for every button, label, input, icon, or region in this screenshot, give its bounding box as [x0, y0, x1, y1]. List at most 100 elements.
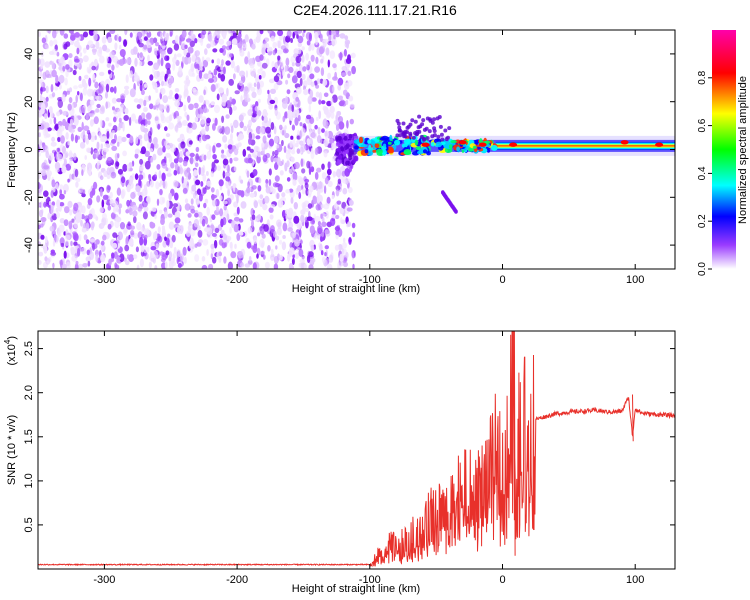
- noise-speck: [179, 164, 183, 174]
- noise-speck: [114, 219, 120, 229]
- noise-speck: [79, 52, 83, 57]
- colorbar-tick-label: 0.6: [697, 118, 708, 132]
- noise-speck: [44, 122, 50, 129]
- noise-speck: [211, 59, 214, 64]
- noise-speck: [38, 139, 43, 149]
- noise-speck: [137, 39, 141, 45]
- noise-speck: [81, 214, 85, 220]
- lobe-speck: [439, 132, 444, 137]
- noise-speck: [191, 122, 198, 130]
- noise-speck: [83, 47, 87, 54]
- noise-speck: [202, 239, 209, 246]
- noise-speck: [143, 44, 148, 50]
- noise-speck: [308, 46, 311, 52]
- noise-speck: [282, 235, 286, 239]
- noise-speck: [138, 60, 143, 67]
- noise-speck: [168, 122, 175, 130]
- noise-speck: [129, 135, 134, 144]
- hot-spot: [458, 140, 467, 145]
- noise-speck: [189, 156, 194, 165]
- noise-speck: [292, 31, 296, 39]
- noise-speck: [133, 216, 137, 224]
- colorbar-gradient: [712, 30, 736, 269]
- noise-speck: [125, 209, 130, 214]
- noise-speck: [323, 138, 329, 147]
- snr-scale-base: (x10: [6, 344, 18, 365]
- noise-speck: [167, 47, 173, 55]
- noise-speck: [153, 105, 157, 110]
- noise-speck: [75, 260, 79, 265]
- noise-speck: [193, 218, 200, 228]
- noise-speck: [100, 119, 103, 128]
- noise-speck: [83, 222, 86, 230]
- noise-speck: [317, 126, 321, 135]
- noise-speck: [251, 43, 256, 50]
- noise-speck: [38, 190, 42, 196]
- noise-speck: [299, 130, 302, 140]
- noise-speck: [220, 218, 224, 228]
- noise-speck: [197, 211, 203, 218]
- noise-speck: [293, 202, 298, 210]
- noise-speck: [166, 77, 170, 87]
- noise-speck: [82, 31, 89, 38]
- noise-speck: [200, 120, 206, 125]
- noise-speck: [306, 160, 311, 169]
- noise-speck: [150, 156, 154, 163]
- noise-speck: [221, 45, 227, 50]
- noise-speck: [208, 103, 211, 109]
- signal-band-core: [495, 141, 675, 150]
- noise-speck: [142, 188, 147, 197]
- noise-speck: [269, 214, 274, 220]
- noise-speck: [44, 113, 48, 119]
- noise-speck: [273, 135, 279, 144]
- noise-speck: [233, 166, 237, 172]
- noise-speck: [117, 153, 120, 159]
- noise-speck: [336, 168, 341, 178]
- noise-speck: [135, 246, 139, 253]
- noise-speck: [159, 109, 164, 119]
- noise-speck: [38, 58, 42, 66]
- noise-speck: [165, 62, 171, 70]
- noise-speck: [164, 236, 167, 242]
- noise-speck: [107, 185, 111, 191]
- noise-speck: [346, 120, 349, 129]
- signal-blob: [486, 148, 491, 153]
- noise-speck: [75, 94, 78, 104]
- noise-speck: [310, 54, 315, 62]
- lobe-speck: [405, 130, 410, 135]
- noise-speck: [82, 87, 88, 96]
- x-tick-label: -200: [226, 274, 248, 286]
- noise-speck: [77, 91, 80, 96]
- noise-speck: [318, 110, 322, 119]
- noise-speck: [56, 51, 60, 57]
- noise-speck: [246, 170, 250, 178]
- noise-speck: [318, 92, 323, 101]
- noise-speck: [147, 30, 150, 33]
- noise-speck: [186, 230, 191, 237]
- noise-speck: [91, 243, 98, 250]
- noise-speck: [259, 30, 264, 35]
- noise-speck: [142, 106, 148, 113]
- noise-speck: [156, 50, 160, 55]
- noise-speck: [237, 190, 243, 196]
- noise-speck: [297, 35, 304, 44]
- noise-speck: [221, 59, 224, 66]
- noise-speck: [59, 188, 62, 196]
- colorbar-tick-label: 0.4: [697, 166, 708, 180]
- noise-speck: [343, 237, 346, 243]
- noise-speck: [76, 177, 81, 183]
- noise-speck: [49, 118, 52, 125]
- noise-speck: [240, 201, 247, 209]
- noise-speck: [195, 59, 199, 65]
- noise-speck: [239, 218, 244, 223]
- noise-speck: [51, 92, 56, 98]
- noise-speck: [310, 147, 314, 154]
- noise-speck: [208, 145, 212, 153]
- noise-speck: [321, 221, 327, 228]
- noise-speck: [63, 219, 69, 227]
- noise-speck: [133, 232, 139, 239]
- noise-speck: [294, 252, 299, 259]
- noise-speck: [312, 195, 317, 205]
- noise-speck: [158, 44, 161, 51]
- noise-speck: [239, 231, 244, 236]
